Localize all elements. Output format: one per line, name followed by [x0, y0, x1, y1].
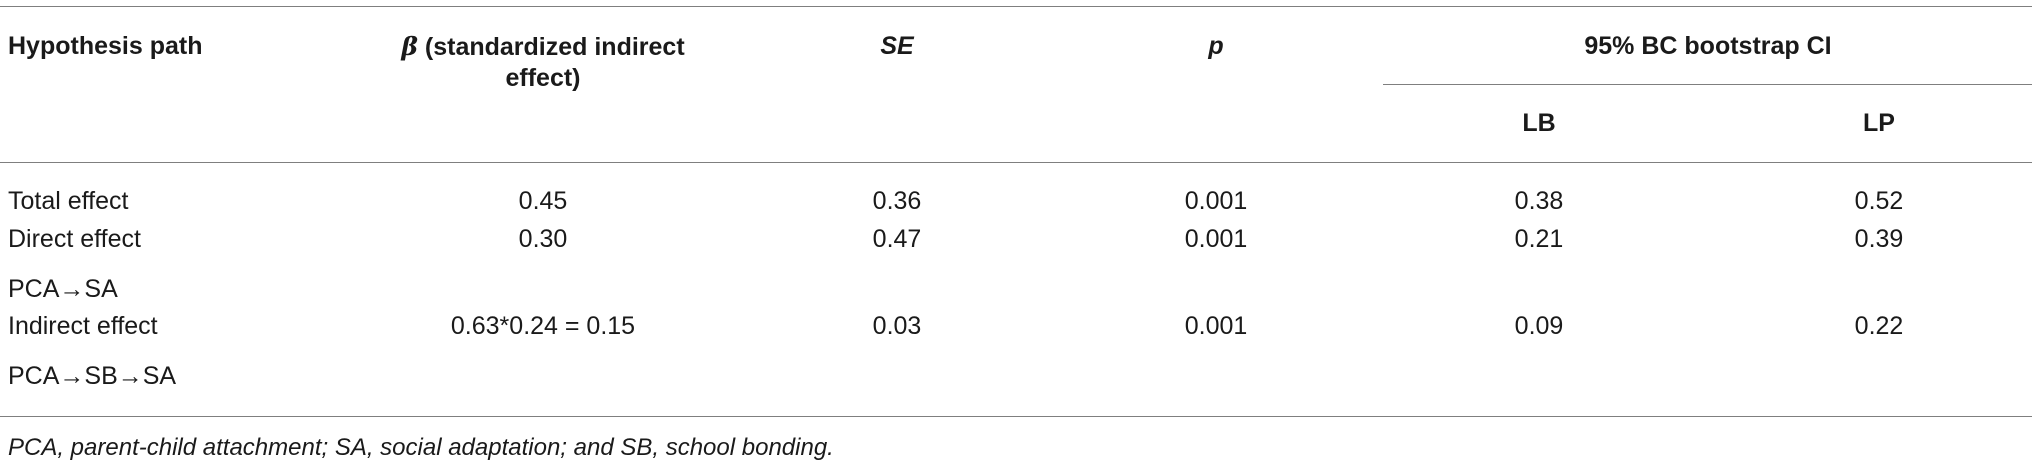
row-path-pca-sb-sa: PCA→SB→SA	[8, 362, 177, 390]
row-indirect-se: 0.03	[872, 312, 922, 340]
row-total-lb: 0.38	[1514, 187, 1564, 215]
header-hypothesis-path: Hypothesis path	[8, 32, 203, 60]
row-total-lp: 0.52	[1854, 187, 1904, 215]
header-beta-line1: (standardized indirect	[417, 33, 685, 61]
header-lb: LB	[1522, 109, 1556, 137]
row-total-se: 0.36	[872, 187, 922, 215]
row-direct-label: Direct effect	[8, 225, 141, 253]
ci-span-rule	[1383, 84, 2032, 85]
beta-symbol: β	[401, 32, 418, 61]
header-se: SE	[880, 32, 914, 60]
row-indirect-lb: 0.09	[1514, 312, 1564, 340]
row-direct-lb: 0.21	[1514, 225, 1564, 253]
row-direct-lp: 0.39	[1854, 225, 1904, 253]
header-beta: β (standardized indirect effect)	[401, 31, 684, 94]
body-bottom-rule	[0, 416, 2032, 417]
row-direct-se: 0.47	[872, 225, 922, 253]
row-total-label: Total effect	[8, 187, 129, 215]
header-p: p	[1208, 32, 1224, 60]
row-total-p: 0.001	[1184, 187, 1248, 215]
table-footnote: PCA, parent-child attachment; SA, social…	[8, 434, 834, 461]
top-rule	[0, 6, 2032, 7]
row-total-beta: 0.45	[518, 187, 568, 215]
row-direct-beta: 0.30	[518, 225, 568, 253]
header-bottom-rule	[0, 162, 2032, 163]
row-indirect-beta: 0.63*0.24 = 0.15	[450, 312, 636, 340]
row-path-pca-sa: PCA→SA	[8, 275, 118, 303]
row-indirect-label: Indirect effect	[8, 312, 158, 340]
row-indirect-lp: 0.22	[1854, 312, 1904, 340]
header-ci: 95% BC bootstrap CI	[1584, 32, 1832, 60]
header-lp: LP	[1863, 109, 1895, 137]
row-direct-p: 0.001	[1184, 225, 1248, 253]
row-indirect-p: 0.001	[1184, 312, 1248, 340]
header-beta-line2: effect)	[505, 64, 581, 92]
